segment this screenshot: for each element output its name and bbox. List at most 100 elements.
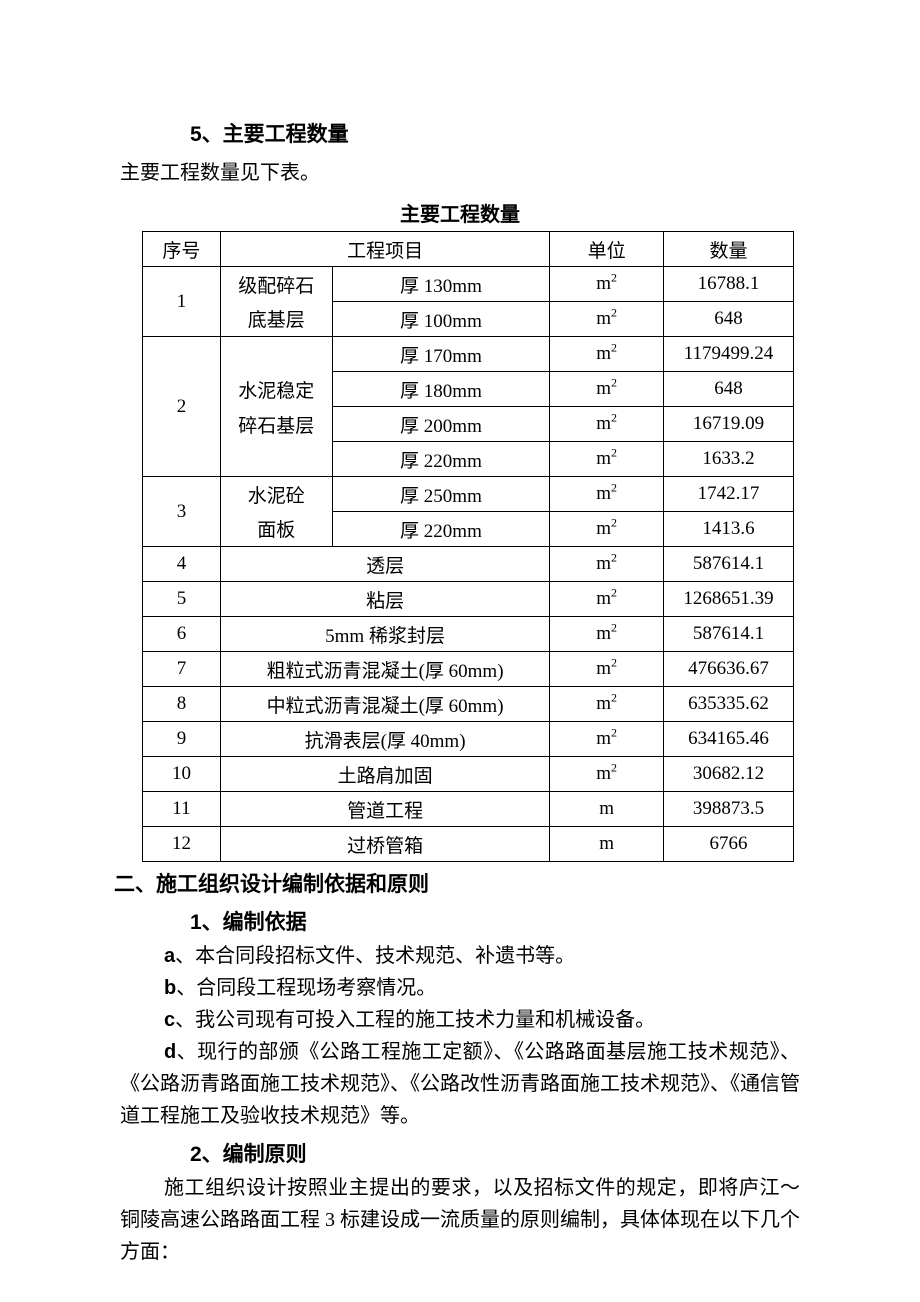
cell-qty: 398873.5 (664, 792, 794, 827)
table-row: 厚 220mm m2 1633.2 (143, 442, 794, 477)
cell-unit: m (550, 792, 664, 827)
th-qty: 数量 (664, 232, 794, 267)
cell-num: 3 (143, 477, 221, 547)
cell-num: 12 (143, 827, 221, 862)
cell-qty: 587614.1 (664, 547, 794, 582)
section-2-heading: 二、施工组织设计编制依据和原则 (114, 868, 800, 898)
cell-unit: m2 (550, 477, 664, 512)
item-d: d、现行的部颁《公路工程施工定额》、《公路路面基层施工技术规范》、《公路沥青路面… (120, 1036, 800, 1132)
cell-unit: m2 (550, 407, 664, 442)
cell-unit: m2 (550, 582, 664, 617)
cell-item: 厚 200mm (332, 407, 550, 442)
cell-cat: 面板 (220, 512, 332, 547)
cell-unit: m2 (550, 652, 664, 687)
cell-item: 管道工程 (220, 792, 549, 827)
table-row: 11 管道工程 m 398873.5 (143, 792, 794, 827)
cell-qty: 16788.1 (664, 267, 794, 302)
cell-qty: 1633.2 (664, 442, 794, 477)
cell-num: 4 (143, 547, 221, 582)
table-row: 3 水泥砼 厚 250mm m2 1742.17 (143, 477, 794, 512)
table-row: 1 级配碎石 厚 130mm m2 16788.1 (143, 267, 794, 302)
table-row: 5 粘层 m2 1268651.39 (143, 582, 794, 617)
cell-qty: 648 (664, 372, 794, 407)
cell-qty: 1268651.39 (664, 582, 794, 617)
cell-unit: m2 (550, 372, 664, 407)
cell-item: 抗滑表层(厚 40mm) (220, 722, 549, 757)
table-row: 9 抗滑表层(厚 40mm) m2 634165.46 (143, 722, 794, 757)
cell-unit: m2 (550, 547, 664, 582)
cell-cat: 水泥砼 (220, 477, 332, 512)
cell-num: 6 (143, 617, 221, 652)
cell-num: 9 (143, 722, 221, 757)
cell-item: 5mm 稀浆封层 (220, 617, 549, 652)
item-a: a、本合同段招标文件、技术规范、补遗书等。 (120, 940, 800, 972)
table-row: 4 透层 m2 587614.1 (143, 547, 794, 582)
cell-unit: m2 (550, 757, 664, 792)
item-b: b、合同段工程现场考察情况。 (120, 972, 800, 1004)
cell-item: 粘层 (220, 582, 549, 617)
section-5-heading: 5、主要工程数量 (190, 118, 800, 148)
cell-cat (220, 442, 332, 477)
cell-unit: m2 (550, 302, 664, 337)
cell-item: 厚 130mm (332, 267, 550, 302)
cell-unit: m2 (550, 267, 664, 302)
cell-item: 厚 180mm (332, 372, 550, 407)
cell-qty: 635335.62 (664, 687, 794, 722)
cell-unit: m2 (550, 617, 664, 652)
cell-item: 厚 170mm (332, 337, 550, 372)
cell-qty: 648 (664, 302, 794, 337)
cell-num: 11 (143, 792, 221, 827)
cell-cat (220, 337, 332, 372)
cell-qty: 16719.09 (664, 407, 794, 442)
table-row: 6 5mm 稀浆封层 m2 587614.1 (143, 617, 794, 652)
cell-unit: m (550, 827, 664, 862)
cell-unit: m2 (550, 722, 664, 757)
cell-cat: 级配碎石 (220, 267, 332, 302)
section-2-sub2: 2、编制原则 (190, 1138, 800, 1168)
cell-item: 透层 (220, 547, 549, 582)
cell-unit: m2 (550, 512, 664, 547)
table-row: 10 土路肩加固 m2 30682.12 (143, 757, 794, 792)
quantities-table: 序号 工程项目 单位 数量 1 级配碎石 厚 130mm m2 16788.1 … (142, 231, 794, 862)
cell-qty: 6766 (664, 827, 794, 862)
table-row: 底基层 厚 100mm m2 648 (143, 302, 794, 337)
cell-item: 粗粒式沥青混凝土(厚 60mm) (220, 652, 549, 687)
principle-para: 施工组织设计按照业主提出的要求，以及招标文件的规定，即将庐江～铜陵高速公路路面工… (120, 1172, 800, 1268)
cell-num: 5 (143, 582, 221, 617)
item-c: c、我公司现有可投入工程的施工技术力量和机械设备。 (120, 1004, 800, 1036)
table-row: 8 中粒式沥青混凝土(厚 60mm) m2 635335.62 (143, 687, 794, 722)
cell-unit: m2 (550, 442, 664, 477)
cell-item: 过桥管箱 (220, 827, 549, 862)
cell-qty: 587614.1 (664, 617, 794, 652)
cell-unit: m2 (550, 337, 664, 372)
cell-item: 厚 100mm (332, 302, 550, 337)
table-row: 2 厚 170mm m2 1179499.24 (143, 337, 794, 372)
cell-item: 厚 220mm (332, 512, 550, 547)
cell-item: 土路肩加固 (220, 757, 549, 792)
cell-num: 10 (143, 757, 221, 792)
cell-num: 1 (143, 267, 221, 337)
table-row: 面板 厚 220mm m2 1413.6 (143, 512, 794, 547)
table-row: 水泥稳定 厚 180mm m2 648 (143, 372, 794, 407)
cell-num: 2 (143, 337, 221, 477)
cell-unit: m2 (550, 687, 664, 722)
th-unit: 单位 (550, 232, 664, 267)
th-item: 工程项目 (220, 232, 549, 267)
table-row: 12 过桥管箱 m 6766 (143, 827, 794, 862)
cell-qty: 1413.6 (664, 512, 794, 547)
cell-num: 7 (143, 652, 221, 687)
table-title: 主要工程数量 (120, 198, 800, 227)
cell-item: 中粒式沥青混凝土(厚 60mm) (220, 687, 549, 722)
cell-cat: 底基层 (220, 302, 332, 337)
cell-qty: 476636.67 (664, 652, 794, 687)
cell-item: 厚 220mm (332, 442, 550, 477)
cell-qty: 1742.17 (664, 477, 794, 512)
cell-item: 厚 250mm (332, 477, 550, 512)
cell-cat: 水泥稳定 (220, 372, 332, 407)
table-row: 碎石基层 厚 200mm m2 16719.09 (143, 407, 794, 442)
cell-qty: 634165.46 (664, 722, 794, 757)
section-5-intro: 主要工程数量见下表。 (120, 158, 800, 188)
cell-num: 8 (143, 687, 221, 722)
cell-qty: 1179499.24 (664, 337, 794, 372)
cell-qty: 30682.12 (664, 757, 794, 792)
